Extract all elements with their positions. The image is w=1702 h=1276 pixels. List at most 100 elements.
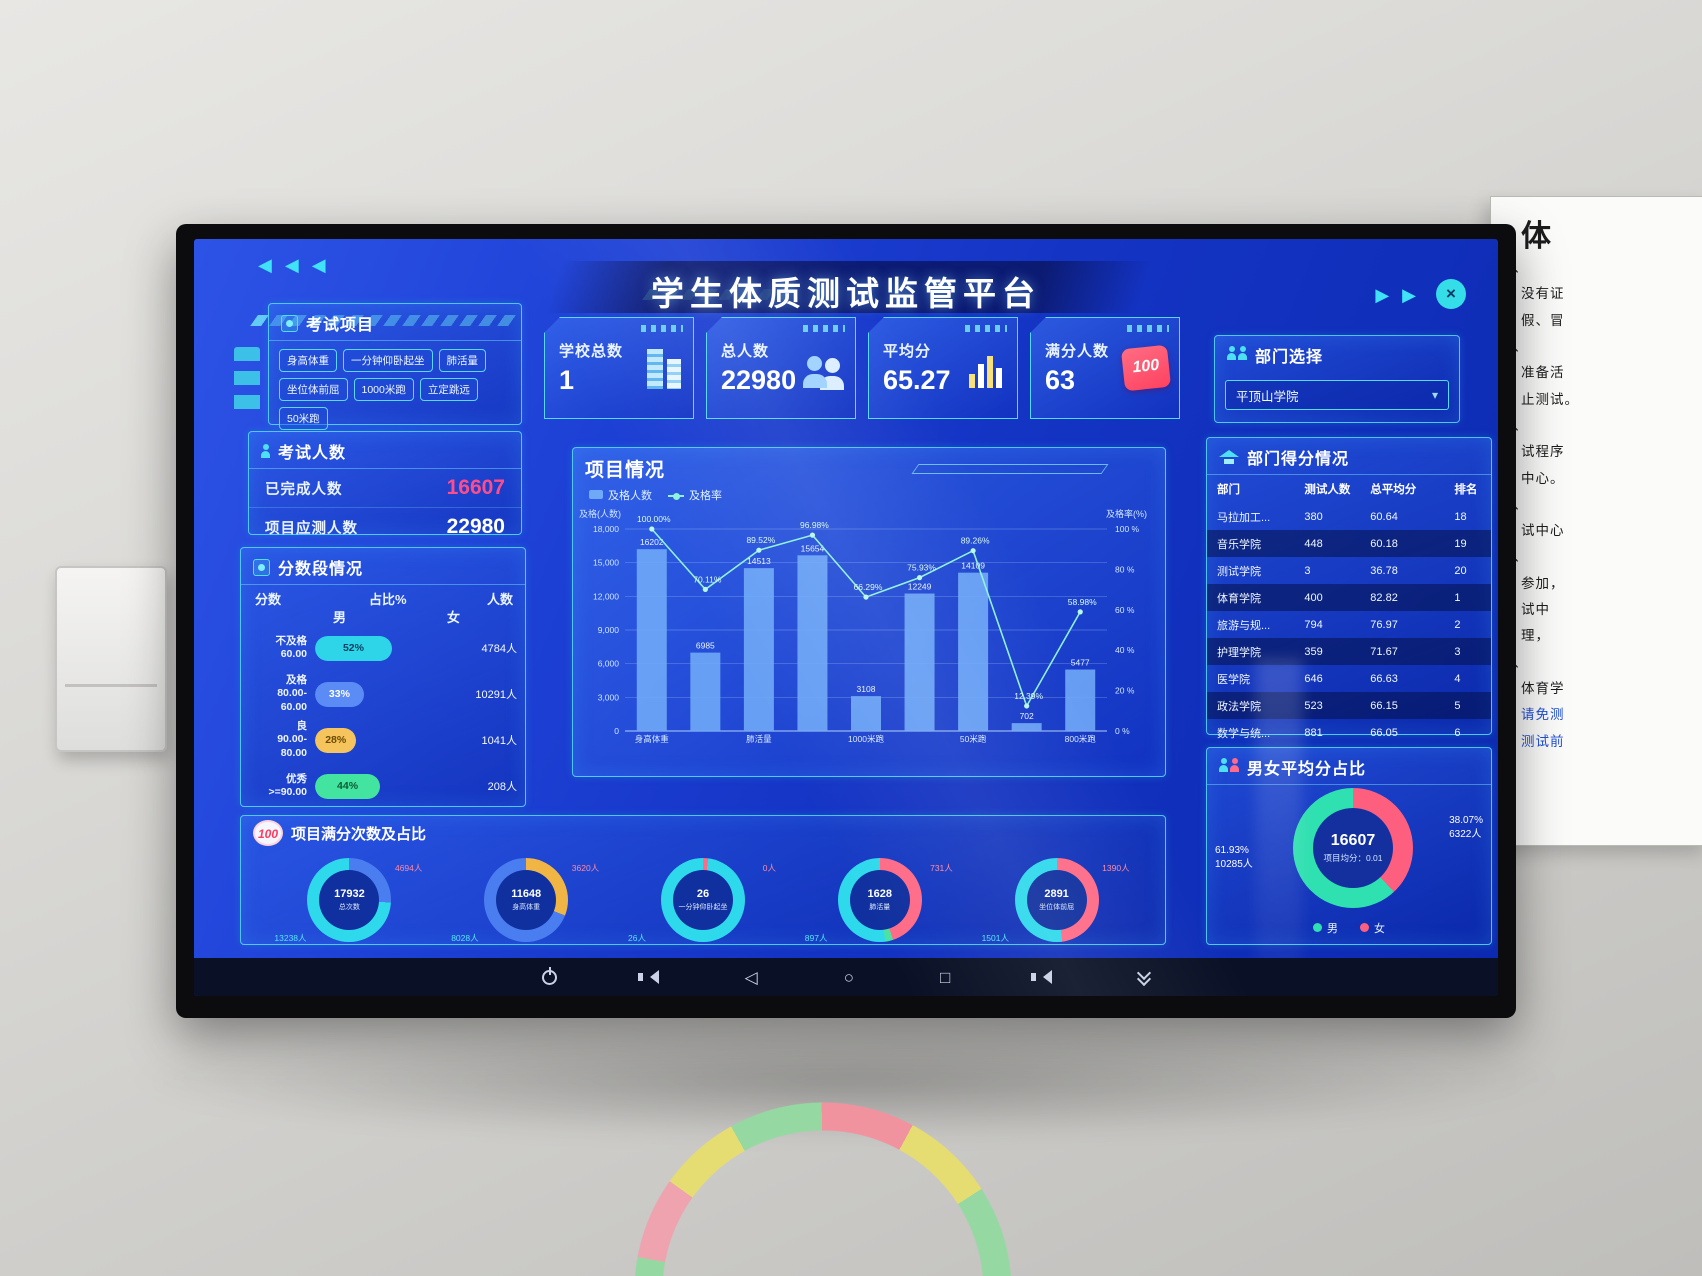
right-arrows-icon[interactable]: ▶ ▶ [1375, 285, 1420, 305]
table-cell: 旅游与规... [1217, 619, 1271, 632]
donut-female-count: 731人 [930, 863, 953, 873]
donut-chart: 11648 身高体重 [484, 858, 569, 942]
exam-item-button[interactable]: 身高体重 [279, 349, 337, 372]
table-cell: 体育学院 [1217, 592, 1261, 605]
donut-male-count: 8028人 [451, 933, 479, 943]
ratio-pill: 33% 67% [315, 681, 463, 707]
exam-count-row: 已完成人数 16607 [249, 469, 521, 508]
svg-text:66.29%: 66.29% [854, 582, 883, 592]
chart-decoration [911, 464, 1109, 474]
table-cell: 数学与统... [1217, 727, 1271, 740]
left-arrows-icon[interactable]: ◀ ◀ ◀ [258, 255, 330, 275]
gender-ratio-panel: 男女平均分占比 16607 项目均分：0.01 38.07% 6322人 61.… [1206, 747, 1492, 945]
dept-score-title: 部门得分情况 [1247, 451, 1350, 468]
donut-chart: 2891 坐位体前屈 [1014, 858, 1099, 942]
svg-text:3108: 3108 [857, 684, 876, 694]
exam-item-button[interactable]: 坐位体前屈 [279, 378, 348, 401]
table-cell: 20 [1454, 564, 1467, 577]
male-segment: 33% [315, 681, 364, 707]
gender-donut-chart: 16607 项目均分：0.01 [1293, 788, 1413, 908]
score-band-row: 及格 80.00- 60.00 33% 67% 10291人 [241, 671, 525, 717]
svg-text:800米跑: 800米跑 [1065, 734, 1097, 744]
score-band-row: 良 90.00- 80.00 28% 72% 1041人 [241, 717, 525, 763]
card-decoration [641, 325, 683, 332]
table-cell: 523 [1304, 699, 1323, 712]
notice-line: 试中 [1521, 602, 1550, 618]
dept-select-dropdown[interactable]: 平顶山学院 ▾ [1225, 380, 1449, 410]
table-row: 音乐学院 448 60.18 19 [1207, 530, 1491, 557]
donut-center-value: 16607 [1330, 832, 1376, 849]
table-cell: 66.63 [1370, 672, 1398, 685]
donut-value: 17932 [334, 888, 365, 900]
donut-label: 总次数 [338, 904, 360, 911]
svg-text:及格率(%): 及格率(%) [1106, 508, 1147, 519]
back-icon[interactable]: ◁ [744, 967, 758, 987]
row-value: 16607 [446, 476, 505, 499]
female-segment: 72% [344, 727, 451, 753]
notice-line: 理， [1521, 628, 1550, 644]
table-cell: 19 [1454, 537, 1467, 550]
exam-item-button[interactable]: 50米跑 [279, 407, 328, 430]
close-icon[interactable]: × [1436, 279, 1466, 309]
speaker-icon[interactable] [637, 970, 659, 984]
donut-value: 2891 [1044, 888, 1069, 900]
collapse-icon[interactable] [1138, 971, 1150, 983]
svg-text:5477: 5477 [1071, 658, 1090, 668]
svg-text:75.93%: 75.93% [907, 563, 936, 573]
band-count: 4784人 [481, 643, 517, 655]
exam-item-button[interactable]: 1000米跑 [353, 378, 414, 401]
notice-line: 参加， [1521, 575, 1565, 591]
donut-female-count: 1390人 [1102, 863, 1130, 873]
stat-value: 22980 [721, 365, 797, 395]
donut-female-count: 4694人 [394, 863, 423, 873]
notice-line: 没有证 [1521, 286, 1565, 302]
exam-item-button[interactable]: 一分钟仰卧起坐 [343, 349, 433, 372]
stat-cards: 学校总数 1 总人数 22980 平均分 65.27 [544, 317, 1180, 419]
exam-items-title: 考试项目 [306, 317, 375, 334]
recents-icon[interactable]: □ [940, 967, 951, 987]
svg-text:0: 0 [614, 726, 619, 736]
notice-line: 试中心 [1521, 523, 1565, 539]
volume-icon[interactable] [1031, 970, 1053, 984]
exam-item-button[interactable]: 立定跳远 [419, 378, 478, 401]
donut-male-count: 1501人 [981, 933, 1009, 943]
stat-card-average-score: 平均分 65.27 [868, 317, 1018, 419]
card-decoration [803, 325, 845, 332]
notice-line: 5、 [1505, 549, 1529, 565]
stat-card-total-people: 总人数 22980 [706, 317, 856, 419]
svg-text:40 %: 40 % [1115, 645, 1135, 655]
person-icon [261, 444, 270, 458]
svg-text:70.11%: 70.11% [693, 574, 722, 584]
bar-chart-icon [969, 348, 1007, 388]
band-count: 208人 [487, 781, 517, 793]
svg-text:6,000: 6,000 [598, 659, 620, 669]
band-count: 10291人 [475, 689, 517, 701]
notice-line: 4、 [1505, 496, 1529, 512]
score-100-icon: 100 [1120, 344, 1172, 392]
exam-item-button[interactable]: 肺活量 [438, 349, 486, 372]
svg-text:14513: 14513 [747, 556, 771, 566]
table-cell: 359 [1304, 645, 1323, 658]
score-100-badge-icon: 100 [253, 820, 283, 846]
screen-reflection [1256, 659, 1302, 969]
power-icon[interactable] [541, 966, 557, 985]
table-cell: 448 [1304, 537, 1323, 550]
female-segment: 67% [351, 681, 451, 707]
legend-bar-swatch [589, 490, 603, 499]
donut-chart: 17932 总次数 [307, 858, 392, 942]
svg-text:及格(人数): 及格(人数) [579, 508, 621, 519]
band-label: 优秀 >=90.00 [268, 772, 307, 798]
gender-ratio-title: 男女平均分占比 [1247, 761, 1367, 778]
stat-value: 63 [1045, 365, 1076, 395]
graduation-cap-icon [1219, 450, 1239, 464]
svg-text:702: 702 [1020, 711, 1034, 721]
page-title: 学生体质测试监管平台 [651, 275, 1041, 312]
home-icon[interactable]: ○ [843, 967, 855, 987]
notice-line: 假、冒 [1521, 312, 1565, 328]
table-row: 体育学院 400 82.82 1 [1207, 584, 1491, 611]
donut-center: 1628 肺活量 [849, 870, 910, 930]
dept-select-panel: 部门选择 平顶山学院 ▾ [1214, 335, 1460, 423]
full-mark-donut-cell: 17932 总次数 4694人 13238人 [274, 852, 424, 948]
band-label: 良 90.00- 80.00 [277, 720, 307, 759]
